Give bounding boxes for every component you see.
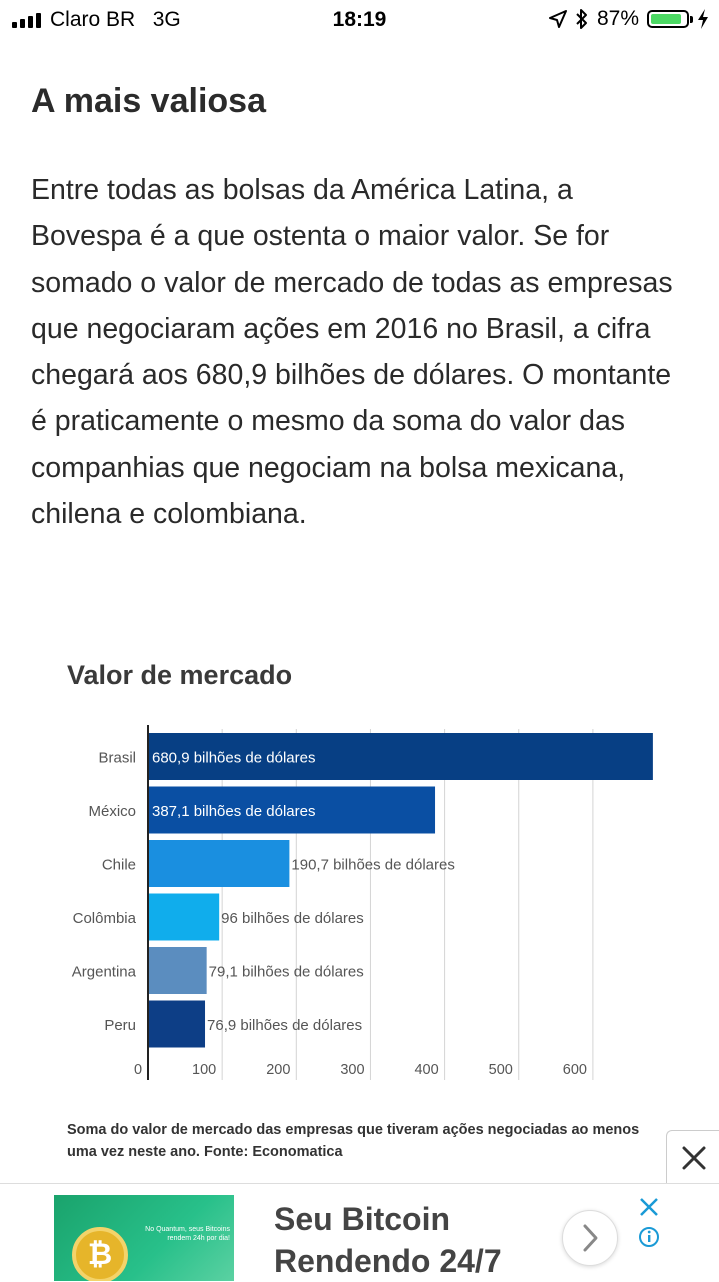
ad-headline[interactable]: Seu Bitcoin Rendendo 24/7 — [274, 1198, 502, 1282]
x-tick-label: 300 — [340, 1062, 364, 1078]
status-right: 87% — [548, 7, 709, 31]
bluetooth-icon — [576, 9, 587, 29]
category-label: Brasil — [98, 750, 136, 767]
close-icon — [682, 1146, 706, 1170]
ad-info-icon[interactable] — [638, 1226, 660, 1248]
data-label: 387,1 bilhões de dólares — [152, 803, 315, 820]
x-tick-label: 500 — [489, 1062, 513, 1078]
ad-headline-line2: Rendendo 24/7 — [274, 1243, 502, 1279]
clock: 18:19 — [332, 8, 387, 31]
bar-chart: Brasil 680,9 bilhões de dólares México 387,… — [72, 725, 653, 1080]
ad-choices-close-icon[interactable] — [638, 1196, 660, 1218]
category-label: Argentina — [72, 964, 137, 981]
x-tick-label: 0 — [134, 1062, 142, 1078]
x-tick-label: 100 — [192, 1062, 216, 1078]
category-label: Chile — [102, 857, 136, 874]
category-label: Colômbia — [73, 910, 137, 927]
chart-title: Valor de mercado — [67, 660, 293, 690]
category-label: Peru — [104, 1017, 136, 1034]
data-label: 76,9 bilhões de dólares — [207, 1017, 362, 1034]
data-label: 96 bilhões de dólares — [221, 910, 364, 927]
ad-headline-line1: Seu Bitcoin — [274, 1201, 451, 1237]
data-label: 190,7 bilhões de dólares — [291, 857, 454, 874]
ad-banner[interactable]: ₿ No Quantum, seus Bitcoins rendem 24h p… — [0, 1183, 719, 1281]
status-bar: Claro BR 3G 18:19 87% — [0, 0, 719, 40]
carrier-label: Claro BR 3G — [50, 8, 181, 31]
ad-image-text: No Quantum, seus Bitcoins rendem 24h por… — [145, 1226, 230, 1242]
data-label: 680,9 bilhões de dólares — [152, 750, 315, 767]
data-label: 79,1 bilhões de dólares — [209, 964, 364, 981]
article-title: A mais valiosa — [31, 82, 266, 120]
category-label: México — [88, 803, 136, 820]
bar-argentina — [148, 947, 207, 994]
bitcoin-coin-icon: ₿ — [72, 1227, 128, 1281]
article-paragraph: Entre todas as bolsas da América Latina,… — [31, 174, 673, 531]
x-tick-label: 400 — [414, 1062, 438, 1078]
chevron-right-icon — [583, 1224, 598, 1252]
x-tick-label: 600 — [563, 1062, 587, 1078]
bar-peru — [148, 1000, 206, 1048]
battery-percent: 87% — [596, 7, 639, 30]
chart-caption: Soma do valor de mercado das empresas qu… — [67, 1122, 640, 1160]
x-tick-label: 200 — [266, 1062, 290, 1078]
ad-open-button[interactable] — [562, 1210, 618, 1266]
bar-colômbia — [148, 893, 220, 941]
signal-strength-icon — [12, 13, 41, 28]
bar-méxico — [148, 786, 436, 834]
ad-image[interactable]: ₿ No Quantum, seus Bitcoins rendem 24h p… — [54, 1195, 234, 1281]
bar-chile — [148, 840, 290, 887]
location-arrow-icon — [548, 10, 567, 28]
charging-bolt-icon — [698, 9, 708, 29]
bar-brasil — [148, 733, 653, 780]
battery-icon — [647, 10, 693, 28]
close-ad-button[interactable] — [666, 1130, 719, 1184]
